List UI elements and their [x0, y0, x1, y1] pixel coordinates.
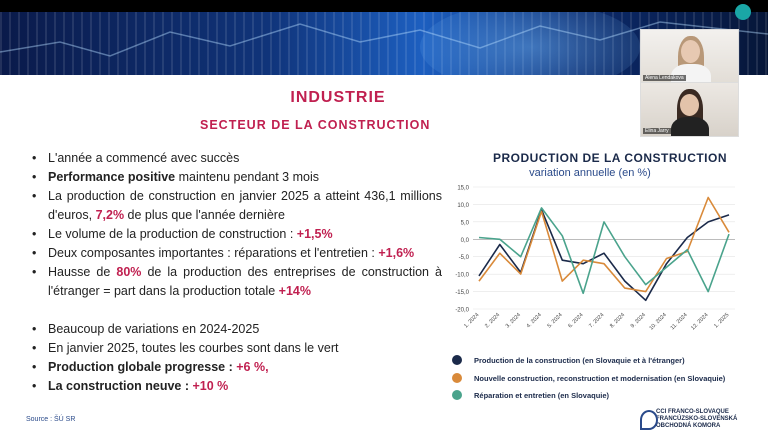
bullet-item: Beaucoup de variations en 2024-2025 [32, 320, 442, 339]
chart-subtitle: variation annuelle (en %) [529, 167, 651, 179]
legend-item-production: Production de la construction (en Slovaq… [452, 355, 685, 365]
series-line-3 [478, 207, 730, 295]
x-tick-label: 5. 2024 [547, 312, 564, 329]
y-tick-label: -15,0 [455, 290, 469, 296]
y-tick-label: 5,0 [461, 220, 470, 226]
bullet-list-secondary: Beaucoup de variations en 2024-2025 En j… [32, 320, 442, 396]
line-chart: 15,0 10,0 5,0 0,0 -5,0 -10,0 -15,0 -20,01. 2024… [455, 186, 735, 332]
bullet-item: Deux composantes importantes : réparatio… [32, 244, 442, 263]
cci-logo-mark [640, 410, 658, 430]
x-tick-label: 1. 2024 [463, 312, 480, 329]
bullet-list-main: L'année a commencé avec succès Performan… [32, 149, 442, 301]
series-line-2 [478, 196, 730, 293]
y-tick-label: -5,0 [459, 255, 470, 261]
legend-item-nouvelle: Nouvelle construction, reconstruction et… [452, 373, 725, 383]
bullet-item: Hausse de 80% de la production des entre… [32, 263, 442, 301]
bullet-item: Production globale progresse : +6 %, [32, 358, 442, 377]
x-tick-label: 9. 2024 [630, 312, 647, 329]
x-tick-label: 12. 2024 [690, 312, 709, 331]
x-tick-label: 4. 2024 [526, 312, 543, 329]
video-tile-1[interactable]: Alena Lendakova [640, 29, 739, 84]
bullet-item: En janvier 2025, toutes les courbes sont… [32, 339, 442, 358]
banner-graph-line [0, 21, 768, 57]
x-tick-label: 11. 2024 [670, 312, 689, 331]
x-tick-label: 10. 2024 [649, 312, 668, 331]
source-note: Source : ŠÚ SR [26, 416, 76, 423]
top-bar [0, 0, 768, 12]
slide-subtitle: SECTEUR DE LA CONSTRUCTION [200, 118, 431, 132]
status-dot [735, 4, 751, 20]
cci-logo: CCI FRANCO-SLOVAQUE FRANCÚZSKO-SLOVENSKÁ… [640, 409, 737, 430]
y-tick-label: 0,0 [461, 238, 470, 244]
bullet-item: La construction neuve : +10 % [32, 377, 442, 396]
slide-title: INDUSTRIE [290, 89, 386, 106]
participant-name: Alena Lendakova [643, 75, 686, 81]
x-tick-label: 8. 2024 [609, 312, 626, 329]
x-tick-label: 1. 2025 [713, 312, 730, 329]
legend-marker [452, 373, 462, 383]
bullet-item: L'année a commencé avec succès [32, 149, 442, 168]
x-tick-label: 6. 2024 [567, 312, 584, 329]
y-tick-label: 10,0 [457, 203, 469, 209]
bullet-item: Le volume de la production de constructi… [32, 225, 442, 244]
legend-marker [452, 355, 462, 365]
x-tick-label: 2. 2024 [484, 312, 501, 329]
x-tick-label: 7. 2024 [588, 312, 605, 329]
bullet-item: La production de construction en janvier… [32, 187, 442, 225]
y-tick-label: -10,0 [455, 273, 469, 279]
y-tick-label: 15,0 [457, 186, 469, 192]
legend-item-reparation: Réparation et entretien (en Slovaquie) [452, 390, 609, 400]
legend-marker [452, 390, 462, 400]
participant-name: Elina Jarry [643, 128, 671, 134]
y-tick-label: -20,0 [455, 308, 469, 314]
bullet-item: Performance positive maintenu pendant 3 … [32, 168, 442, 187]
x-tick-label: 3. 2024 [505, 312, 522, 329]
video-tile-2[interactable]: Elina Jarry [640, 82, 739, 137]
chart-title: PRODUCTION DE LA CONSTRUCTION [492, 151, 728, 165]
